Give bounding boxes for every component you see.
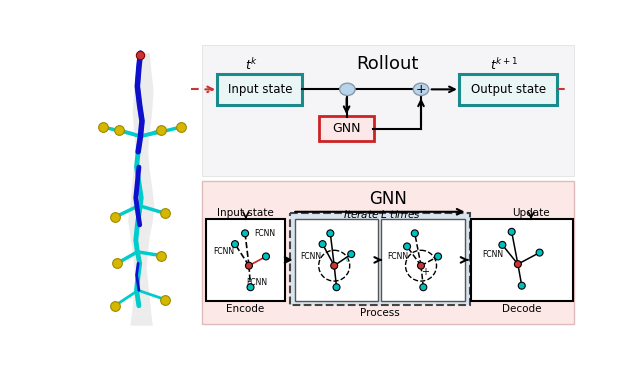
Circle shape — [417, 262, 424, 269]
Text: GNN: GNN — [369, 190, 406, 208]
Circle shape — [412, 230, 419, 237]
Text: Input state: Input state — [228, 83, 292, 96]
Text: Iterate $L$ times: Iterate $L$ times — [344, 208, 421, 220]
PathPatch shape — [131, 236, 150, 252]
Text: FCNN: FCNN — [246, 278, 268, 287]
PathPatch shape — [128, 206, 154, 221]
Text: FCNN: FCNN — [300, 252, 321, 261]
PathPatch shape — [128, 221, 153, 236]
Text: $t^{k+1}$: $t^{k+1}$ — [490, 57, 518, 73]
FancyBboxPatch shape — [319, 116, 374, 141]
FancyBboxPatch shape — [381, 219, 465, 301]
PathPatch shape — [132, 298, 151, 313]
Circle shape — [319, 241, 326, 247]
Text: +: + — [421, 267, 429, 277]
Circle shape — [247, 284, 254, 291]
FancyBboxPatch shape — [470, 219, 573, 301]
Circle shape — [420, 284, 427, 291]
Text: FCNN: FCNN — [214, 247, 235, 256]
Circle shape — [327, 230, 334, 237]
Text: Output state: Output state — [470, 83, 546, 96]
Circle shape — [508, 228, 515, 235]
Text: FCNN: FCNN — [254, 229, 275, 238]
Circle shape — [241, 230, 248, 237]
Circle shape — [331, 262, 338, 269]
Circle shape — [499, 242, 506, 249]
Text: FCNN: FCNN — [483, 250, 504, 259]
Circle shape — [404, 243, 410, 250]
Circle shape — [262, 253, 269, 260]
PathPatch shape — [131, 186, 154, 206]
Circle shape — [518, 282, 525, 289]
Text: FCNN: FCNN — [387, 252, 408, 261]
Circle shape — [333, 284, 340, 291]
PathPatch shape — [134, 71, 154, 90]
Text: Input state: Input state — [218, 208, 274, 218]
Text: $t^k$: $t^k$ — [246, 57, 259, 73]
PathPatch shape — [132, 113, 152, 132]
Circle shape — [435, 253, 442, 260]
PathPatch shape — [134, 152, 150, 171]
Circle shape — [246, 262, 252, 269]
PathPatch shape — [134, 132, 150, 152]
PathPatch shape — [136, 53, 151, 71]
PathPatch shape — [132, 252, 148, 267]
PathPatch shape — [132, 90, 154, 113]
Circle shape — [232, 241, 239, 247]
FancyBboxPatch shape — [205, 219, 285, 301]
Text: Decode: Decode — [502, 304, 541, 314]
PathPatch shape — [134, 283, 150, 298]
Text: GNN: GNN — [332, 122, 361, 135]
FancyBboxPatch shape — [202, 181, 575, 324]
FancyBboxPatch shape — [290, 213, 470, 305]
PathPatch shape — [134, 267, 148, 283]
FancyBboxPatch shape — [459, 74, 557, 105]
PathPatch shape — [131, 313, 153, 326]
Text: Encode: Encode — [226, 304, 264, 314]
Text: Rollout: Rollout — [356, 55, 419, 73]
Text: +: + — [416, 83, 426, 96]
FancyBboxPatch shape — [294, 219, 378, 301]
Text: c: c — [346, 255, 351, 264]
Text: Update: Update — [512, 208, 550, 218]
FancyBboxPatch shape — [217, 74, 303, 105]
PathPatch shape — [132, 171, 152, 186]
Circle shape — [348, 251, 355, 258]
Text: Process: Process — [360, 308, 400, 318]
Ellipse shape — [413, 83, 429, 96]
FancyBboxPatch shape — [202, 45, 575, 176]
Ellipse shape — [340, 83, 355, 96]
Circle shape — [515, 261, 522, 268]
Circle shape — [536, 249, 543, 256]
